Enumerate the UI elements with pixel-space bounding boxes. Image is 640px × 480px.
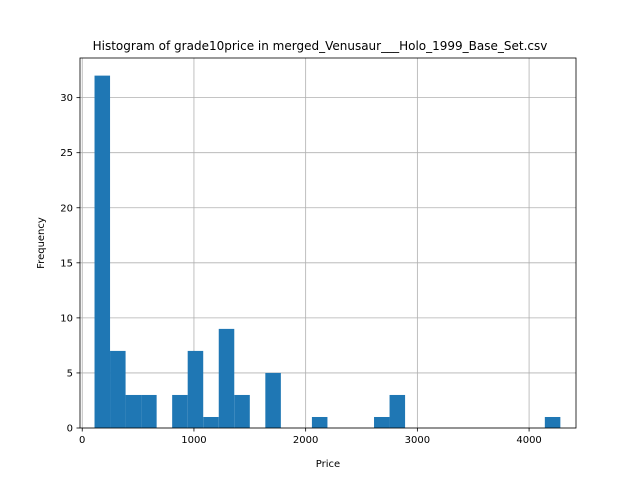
histogram-bar <box>234 394 250 428</box>
histogram-bar <box>187 350 204 428</box>
histogram-bar <box>172 394 188 428</box>
histogram-bar <box>311 416 328 428</box>
histogram-bar <box>544 416 561 428</box>
histogram-bar <box>389 394 406 428</box>
y-tick-label: 30 <box>60 93 73 104</box>
plot-area-frame <box>79 57 577 429</box>
histogram-bar <box>218 328 235 428</box>
chart-title: Histogram of grade10price in merged_Venu… <box>93 39 548 53</box>
y-tick-label: 10 <box>60 313 73 324</box>
y-tick-label: 5 <box>67 368 73 379</box>
y-axis-label: Frequency <box>36 217 47 269</box>
y-tick-label: 0 <box>67 424 73 435</box>
x-tick-label: 1000 <box>181 435 206 446</box>
x-tick-label: 3000 <box>405 435 430 446</box>
x-tick-label: 4000 <box>516 435 541 446</box>
histogram-bar <box>94 75 111 428</box>
y-tick-label: 25 <box>60 148 73 159</box>
grid-lines <box>80 58 576 429</box>
bars <box>94 75 561 428</box>
y-tick-label: 15 <box>60 258 73 269</box>
histogram-bar <box>203 416 219 428</box>
histogram-bar <box>374 416 390 428</box>
x-tick-label: 2000 <box>293 435 318 446</box>
histogram-bar <box>110 350 126 428</box>
y-tick-label: 20 <box>60 203 73 214</box>
x-tick-label: 0 <box>79 435 85 446</box>
histogram-bar <box>141 394 157 428</box>
x-axis-label: Price <box>316 459 340 470</box>
histogram-bar <box>265 372 281 428</box>
axis-ticks: 0 1000 2000 3000 4000 0 5 10 15 20 25 30 <box>60 93 542 446</box>
histogram-bar <box>125 394 142 428</box>
